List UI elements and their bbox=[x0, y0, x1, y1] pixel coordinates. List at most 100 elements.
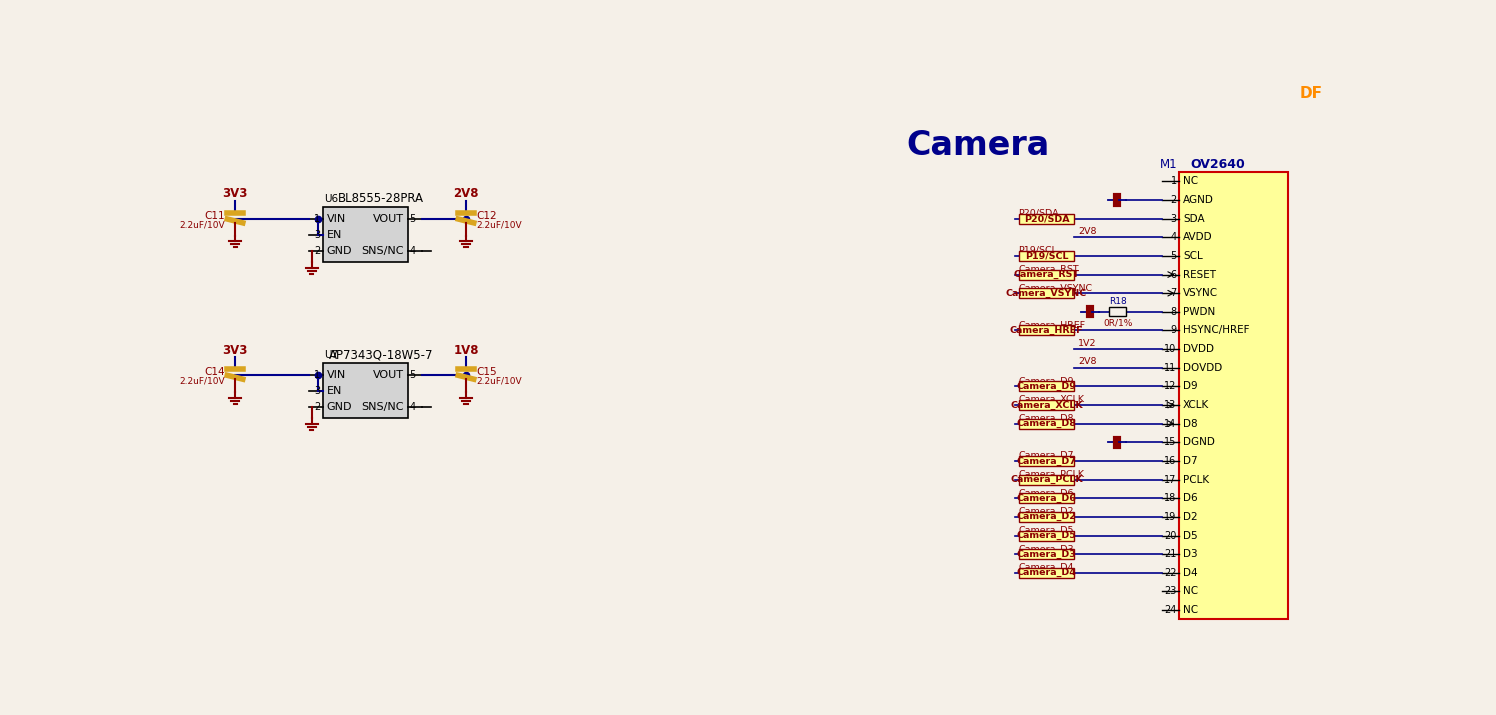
Text: EN: EN bbox=[326, 387, 343, 397]
Bar bbox=[1019, 419, 1074, 429]
Bar bbox=[323, 207, 408, 262]
Bar bbox=[1019, 549, 1074, 559]
Text: Camera_D2: Camera_D2 bbox=[1017, 513, 1077, 521]
Text: P20/SDA: P20/SDA bbox=[1019, 208, 1059, 217]
Text: NC: NC bbox=[1183, 586, 1198, 596]
Text: PWDN: PWDN bbox=[1183, 307, 1215, 317]
Text: C11: C11 bbox=[205, 211, 224, 221]
Text: Camera_D7: Camera_D7 bbox=[1019, 450, 1074, 460]
Text: EN: EN bbox=[326, 230, 343, 240]
Text: 18: 18 bbox=[1164, 493, 1177, 503]
Bar bbox=[1019, 475, 1074, 485]
Text: Camera_D7: Camera_D7 bbox=[1017, 456, 1077, 465]
Text: D2: D2 bbox=[1183, 512, 1197, 522]
Text: AGND: AGND bbox=[1183, 195, 1213, 205]
Text: Camera_HREF: Camera_HREF bbox=[1010, 326, 1083, 335]
Text: 6: 6 bbox=[1170, 270, 1177, 280]
Text: 1: 1 bbox=[1170, 177, 1177, 187]
Text: 2: 2 bbox=[314, 245, 320, 255]
Text: Camera_D5: Camera_D5 bbox=[1019, 525, 1074, 534]
Bar bbox=[1019, 288, 1074, 298]
Bar bbox=[1019, 568, 1074, 578]
Text: 23: 23 bbox=[1164, 586, 1177, 596]
Bar bbox=[1019, 456, 1074, 466]
Text: DVDD: DVDD bbox=[1183, 344, 1213, 354]
Text: D6: D6 bbox=[1183, 493, 1197, 503]
Text: 12: 12 bbox=[1164, 381, 1177, 391]
Text: D8: D8 bbox=[1183, 419, 1197, 429]
Text: P20/SDA: P20/SDA bbox=[1023, 214, 1070, 223]
Text: VIN: VIN bbox=[326, 370, 346, 380]
Bar bbox=[1019, 400, 1074, 410]
Text: VOUT: VOUT bbox=[373, 370, 404, 380]
Text: 2: 2 bbox=[314, 402, 320, 412]
Text: 19: 19 bbox=[1164, 512, 1177, 522]
Text: 2V8: 2V8 bbox=[453, 187, 479, 200]
Text: Camera: Camera bbox=[907, 129, 1049, 162]
Text: 1V2: 1V2 bbox=[1079, 339, 1097, 347]
Text: XCLK: XCLK bbox=[1183, 400, 1209, 410]
Text: 9: 9 bbox=[1170, 325, 1177, 335]
Bar bbox=[1019, 251, 1074, 261]
Text: Camera_RST: Camera_RST bbox=[1019, 264, 1079, 273]
Text: NC: NC bbox=[1183, 605, 1198, 615]
Text: Camera_D2: Camera_D2 bbox=[1019, 506, 1074, 516]
Bar bbox=[1179, 172, 1288, 619]
Text: 4: 4 bbox=[410, 245, 416, 255]
Text: SDA: SDA bbox=[1183, 214, 1204, 224]
Text: PCLK: PCLK bbox=[1183, 475, 1209, 485]
Text: AVDD: AVDD bbox=[1183, 232, 1212, 242]
Bar bbox=[323, 363, 408, 418]
Text: 16: 16 bbox=[1164, 456, 1177, 466]
Bar bbox=[1019, 381, 1074, 391]
Text: VOUT: VOUT bbox=[373, 214, 404, 224]
Text: VSYNC: VSYNC bbox=[1183, 288, 1218, 298]
Text: DGND: DGND bbox=[1183, 438, 1215, 448]
Text: 22: 22 bbox=[1164, 568, 1177, 578]
Text: VIN: VIN bbox=[326, 214, 346, 224]
Text: D9: D9 bbox=[1183, 381, 1197, 391]
Text: 2.2uF/10V: 2.2uF/10V bbox=[180, 377, 224, 386]
Text: 3: 3 bbox=[314, 387, 320, 397]
Text: 3V3: 3V3 bbox=[223, 344, 248, 357]
Text: 11: 11 bbox=[1164, 363, 1177, 373]
Text: 0R/1%: 0R/1% bbox=[1103, 318, 1132, 327]
Text: 2V8: 2V8 bbox=[1079, 358, 1097, 366]
Text: Camera_PCLK: Camera_PCLK bbox=[1010, 475, 1083, 484]
Text: 2.2uF/10V: 2.2uF/10V bbox=[476, 377, 522, 386]
Bar bbox=[1019, 270, 1074, 280]
Text: SNS/NC: SNS/NC bbox=[362, 245, 404, 255]
Text: 1: 1 bbox=[314, 370, 320, 380]
Text: U6: U6 bbox=[325, 194, 338, 204]
Bar bbox=[1019, 512, 1074, 522]
Bar bbox=[1019, 325, 1074, 335]
Text: Camera_D8: Camera_D8 bbox=[1016, 419, 1077, 428]
Text: 1V8: 1V8 bbox=[453, 344, 479, 357]
Text: Camera_HREF: Camera_HREF bbox=[1019, 320, 1086, 329]
Text: 4: 4 bbox=[1170, 232, 1177, 242]
Text: P19/SCL: P19/SCL bbox=[1019, 245, 1058, 255]
Bar bbox=[1019, 493, 1074, 503]
Text: Camera_D6: Camera_D6 bbox=[1019, 488, 1074, 497]
Text: SNS/NC: SNS/NC bbox=[362, 402, 404, 412]
Text: Camera_VSYNC: Camera_VSYNC bbox=[1005, 289, 1088, 297]
Text: 20: 20 bbox=[1164, 531, 1177, 541]
Text: 15: 15 bbox=[1164, 438, 1177, 448]
Text: Camera_D4: Camera_D4 bbox=[1019, 562, 1074, 571]
Text: D3: D3 bbox=[1183, 549, 1197, 559]
Text: 21: 21 bbox=[1164, 549, 1177, 559]
Text: Camera_PCLK: Camera_PCLK bbox=[1019, 469, 1085, 478]
Text: DOVDD: DOVDD bbox=[1183, 363, 1222, 373]
Text: GND: GND bbox=[326, 402, 352, 412]
Text: 17: 17 bbox=[1164, 475, 1177, 485]
Text: 1: 1 bbox=[314, 214, 320, 224]
Text: D5: D5 bbox=[1183, 531, 1197, 541]
Text: Camera_D3: Camera_D3 bbox=[1017, 550, 1076, 558]
Text: 3V3: 3V3 bbox=[223, 187, 248, 200]
Text: Camera_D3: Camera_D3 bbox=[1019, 543, 1074, 553]
Text: 5: 5 bbox=[1170, 251, 1177, 261]
Text: Camera_D5: Camera_D5 bbox=[1017, 531, 1076, 540]
Text: SCL: SCL bbox=[1183, 251, 1203, 261]
Text: Camera_D4: Camera_D4 bbox=[1017, 568, 1077, 578]
Text: 7: 7 bbox=[1170, 288, 1177, 298]
